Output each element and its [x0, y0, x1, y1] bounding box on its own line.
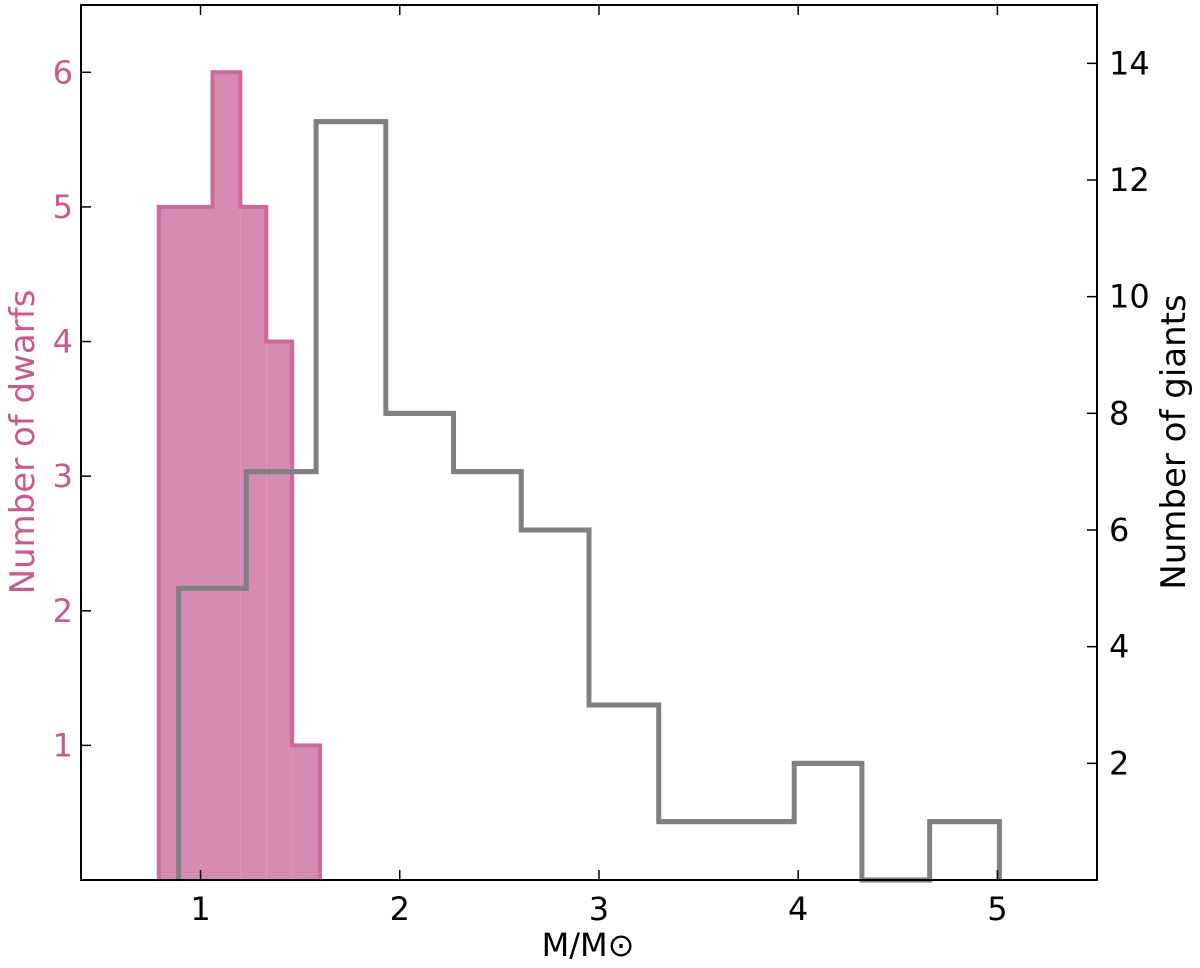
x-tick-label: 4	[788, 890, 808, 928]
y-right-tick-label: 2	[1109, 744, 1129, 782]
y-left-tick-label: 3	[53, 457, 73, 495]
y-left-tick-label: 5	[53, 188, 73, 226]
y-left-tick-label: 2	[53, 592, 73, 630]
y-right-tick-label: 12	[1109, 161, 1150, 199]
plot-frame	[80, 4, 1098, 881]
x-tick-label: 3	[589, 890, 609, 928]
y-left-tick-label: 4	[53, 323, 73, 361]
y-left-tick-label: 1	[53, 726, 73, 764]
y-right-tick-label: 10	[1109, 278, 1150, 316]
dwarf-bar	[158, 206, 213, 880]
dwarf-bar	[266, 341, 293, 880]
y-right-tick-label: 4	[1109, 628, 1129, 666]
plot-area	[156, 70, 1002, 883]
x-tick-label: 5	[987, 890, 1007, 928]
x-tick-label: 1	[190, 890, 210, 928]
y-right-tick-label: 14	[1109, 44, 1150, 82]
y-left-tick-label: 6	[53, 53, 73, 91]
dwarf-histogram-outline	[156, 70, 323, 880]
x-tick-label: 2	[390, 890, 410, 928]
y-right-tick-label: 8	[1109, 394, 1129, 432]
x-axis-label: M/M⊙	[542, 926, 635, 964]
y-right-axis-label: Number of giants	[1154, 294, 1194, 589]
y-left-axis-label: Number of dwarfs	[3, 290, 43, 595]
dwarf-bar	[212, 72, 241, 881]
dwarf-bar	[292, 745, 321, 880]
y-right-tick-label: 6	[1109, 511, 1129, 549]
